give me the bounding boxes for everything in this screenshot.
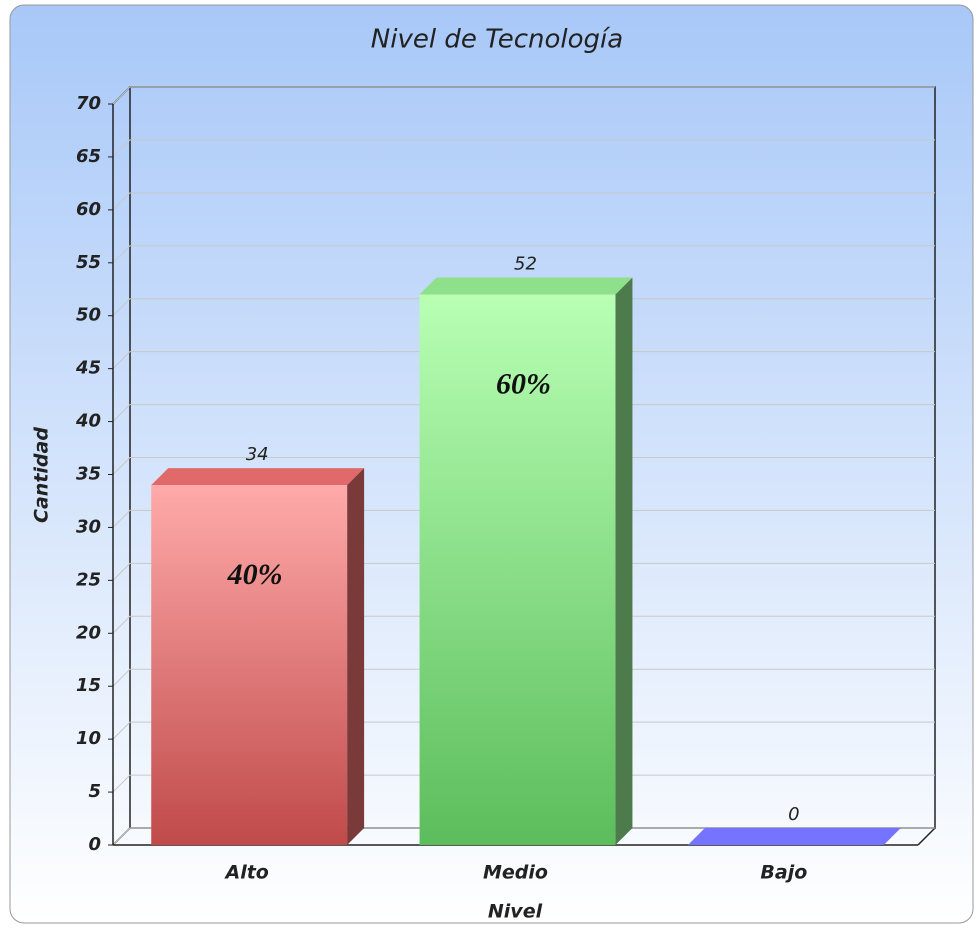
grid-line — [112, 457, 935, 475]
grid-line — [112, 562, 935, 581]
value-label: 0 — [788, 804, 799, 825]
y-tick-label: 45 — [75, 358, 101, 379]
grid-line — [112, 298, 935, 317]
grid-line — [112, 774, 935, 793]
y-tick-label: 65 — [76, 146, 101, 167]
grid-line — [112, 827, 935, 846]
y-tick-label: 15 — [76, 675, 101, 696]
bar — [151, 485, 348, 845]
value-label: 34 — [246, 444, 269, 465]
chart-title: Nivel de Tecnología — [371, 25, 623, 55]
y-tick-label: 60 — [76, 199, 101, 220]
bar-top — [687, 828, 901, 845]
percent-label: 60% — [496, 367, 551, 400]
y-tick-label: 20 — [76, 622, 101, 643]
grid-line — [112, 86, 935, 105]
grid-line — [112, 615, 935, 634]
x-axis-title: Nivel — [488, 901, 543, 923]
bar-top — [419, 277, 633, 295]
percent-label: 40% — [227, 558, 283, 591]
bar-top — [151, 468, 365, 486]
y-tick-label: 0 — [88, 834, 101, 855]
y-axis-title: Cantidad — [31, 427, 53, 523]
grid-line — [112, 721, 935, 740]
y-tick-label: 5 — [88, 781, 101, 802]
bar-side — [615, 277, 633, 845]
y-tick-label: 70 — [76, 93, 101, 114]
value-label: 52 — [514, 254, 537, 275]
y-tick-label: 35 — [76, 464, 101, 485]
grid-line — [112, 509, 935, 528]
bar-side — [347, 468, 365, 845]
y-tick-label: 30 — [76, 516, 101, 537]
bar — [419, 294, 616, 845]
x-tick-label: Medio — [483, 862, 548, 884]
x-tick-label: Alto — [223, 862, 268, 884]
grid-line — [112, 351, 935, 369]
grid-line — [112, 404, 935, 422]
y-tick-label: 55 — [76, 252, 101, 273]
y-tick-label: 50 — [76, 305, 101, 326]
y-tick-label: 10 — [76, 728, 101, 749]
grid-line — [112, 139, 935, 158]
grid-line — [112, 668, 935, 687]
y-tick-label: 25 — [76, 569, 101, 590]
y-tick-label: 40 — [75, 411, 101, 432]
x-tick-label: Bajo — [760, 862, 807, 884]
grid-line — [112, 245, 935, 264]
grid-line — [112, 192, 935, 211]
